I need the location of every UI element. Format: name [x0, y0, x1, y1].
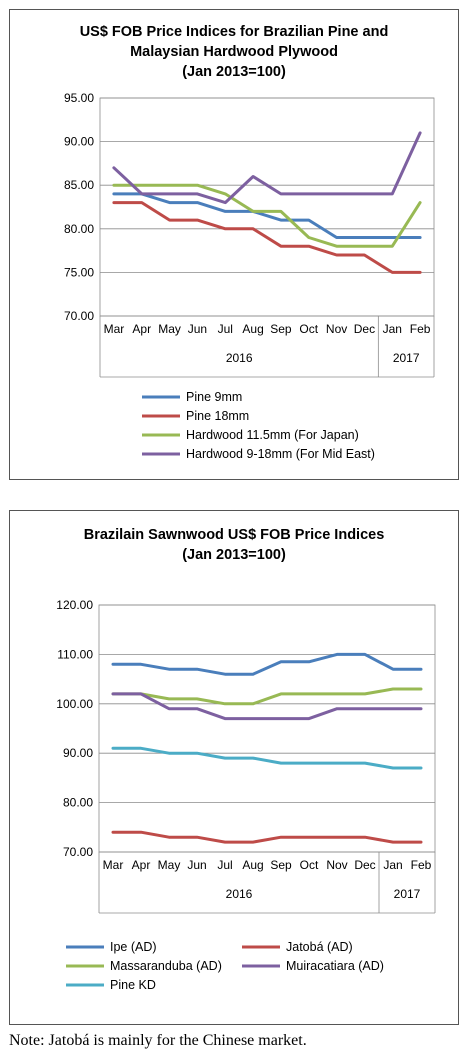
x-tick-label: Jun	[188, 322, 207, 336]
x-tick-label: Jan	[383, 322, 402, 336]
chart-title: Brazilain Sawnwood US$ FOB Price Indices…	[10, 525, 458, 565]
x-tick-label: Sep	[270, 322, 292, 336]
plot-area	[99, 97, 435, 317]
x-tick-label: Nov	[326, 322, 347, 336]
legend-label: Hardwood 9-18mm (For Mid East)	[186, 447, 375, 461]
y-tick-label: 70.00	[63, 845, 93, 859]
y-tick-label: 90.00	[64, 135, 94, 149]
year-group-label: 2016	[226, 887, 253, 901]
series-line	[111, 830, 423, 844]
x-tick-label: Sep	[270, 858, 292, 872]
y-tick-label: 85.00	[64, 178, 94, 192]
sawnwood-chart-svg: 70.00 80.00 90.00 100.00 110.00 120.00 Mar Apr M…	[56, 598, 436, 992]
legend-label: Muiracatiara (AD)	[286, 959, 384, 973]
legend-label: Pine 9mm	[186, 390, 242, 404]
x-tick-label: Jul	[217, 858, 232, 872]
legend-label: Massaranduba (AD)	[110, 959, 222, 973]
x-tick-label: Jan	[383, 858, 402, 872]
chart-title-line: Malaysian Hardwood Plywood	[130, 44, 338, 60]
x-tick-label: Aug	[242, 858, 263, 872]
year-group-label: 2017	[394, 887, 421, 901]
y-tick-label: 120.00	[56, 598, 93, 612]
x-tick-label: Jul	[218, 322, 233, 336]
x-tick-label: Mar	[104, 322, 125, 336]
x-tick-label: Oct	[300, 858, 319, 872]
y-tick-label: 80.00	[63, 796, 93, 810]
chart-title-line: (Jan 2013=100)	[182, 547, 286, 563]
series-line	[112, 183, 422, 248]
x-tick-label: Apr	[132, 858, 151, 872]
legend-label: Hardwood 11.5mm (For Japan)	[186, 428, 359, 442]
y-tick-label: 75.00	[64, 265, 94, 279]
plywood-chart-panel: US$ FOB Price Indices for Brazilian Pine…	[9, 9, 459, 480]
y-tick-label: 90.00	[63, 746, 93, 760]
x-tick-label: Nov	[326, 858, 347, 872]
x-tick-label: Dec	[354, 322, 375, 336]
x-tick-label: Feb	[410, 322, 431, 336]
x-tick-label: Oct	[299, 322, 318, 336]
y-tick-label: 110.00	[57, 647, 93, 661]
y-tick-label: 70.00	[64, 309, 94, 323]
x-tick-label: Mar	[103, 858, 124, 872]
legend-label: Pine 18mm	[186, 409, 249, 423]
series-line	[112, 131, 422, 205]
chart-title-line: US$ FOB Price Indices for Brazilian Pine…	[79, 24, 389, 40]
chart-title-line: (Jan 2013=100)	[182, 64, 286, 80]
legend-label: Pine KD	[110, 978, 156, 992]
x-tick-label: May	[158, 858, 181, 872]
legend-label: Ipe (AD)	[110, 940, 157, 954]
series-line	[111, 687, 423, 706]
sawnwood-chart-panel: Brazilain Sawnwood US$ FOB Price Indices…	[9, 510, 459, 1025]
footnote: Note: Jatobá is mainly for the Chinese m…	[9, 1032, 307, 1049]
plywood-chart-svg: 70.00 75.00 80.00 85.00 90.00 95.00 Mar Apr May J…	[64, 91, 435, 461]
series-line	[112, 201, 422, 274]
y-tick-label: 100.00	[56, 697, 93, 711]
x-tick-label: Jun	[187, 858, 206, 872]
series-line	[111, 692, 423, 721]
x-tick-label: Apr	[132, 322, 151, 336]
x-tick-label: Feb	[411, 858, 432, 872]
chart-title-line: Brazilain Sawnwood US$ FOB Price Indices	[83, 527, 385, 543]
series-line	[111, 746, 423, 770]
plot-area	[98, 604, 436, 853]
year-group-label: 2017	[393, 351, 420, 365]
y-tick-label: 95.00	[64, 91, 94, 105]
series-line	[112, 192, 422, 239]
x-tick-label: Aug	[242, 322, 263, 336]
x-tick-label: May	[158, 322, 181, 336]
year-group-label: 2016	[226, 351, 253, 365]
legend-label: Jatobá (AD)	[286, 940, 353, 954]
x-tick-label: Dec	[354, 858, 375, 872]
chart-title: US$ FOB Price Indices for Brazilian Pine…	[10, 22, 458, 82]
y-tick-label: 80.00	[64, 222, 94, 236]
series-line	[111, 652, 423, 676]
